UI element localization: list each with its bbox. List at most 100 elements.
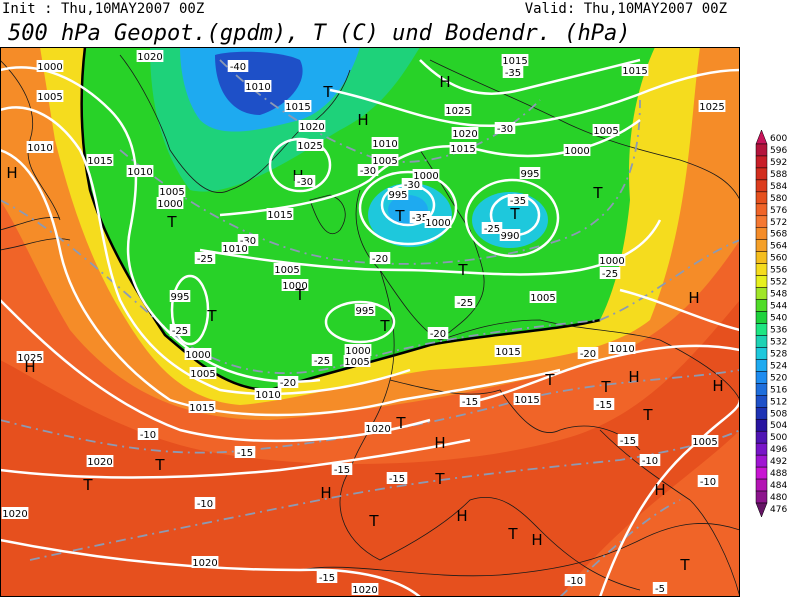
pressure-center: T (679, 556, 690, 574)
contour-label: 1000 (425, 218, 450, 229)
pressure-center: H (456, 507, 467, 525)
label-box (507, 194, 529, 206)
colorbar-label: 524 (770, 361, 787, 371)
map-title: 500 hPa Geopot.(gpdm), T (C) und Bodendr… (8, 21, 631, 46)
label-box (451, 127, 479, 139)
colorbar-label: 492 (770, 457, 787, 467)
colorbar-label: 540 (770, 314, 787, 324)
label-box (501, 54, 529, 66)
label-box (221, 242, 249, 254)
pressure-center: T (642, 406, 653, 424)
contour-label: -40 (230, 62, 246, 73)
pressure-center: T (394, 207, 405, 225)
label-box (564, 574, 586, 586)
label-box (617, 434, 639, 446)
colorbar-swatch (755, 155, 768, 169)
pressure-center: H (434, 434, 445, 452)
contour-label: -10 (140, 430, 156, 441)
colorbar-label: 528 (770, 349, 787, 359)
colorbar-label: 496 (770, 445, 787, 455)
colorbar-swatch (755, 323, 768, 336)
contour-label: -30 (297, 177, 313, 188)
contour-label: 1020 (87, 457, 112, 468)
contour-label: -15 (334, 465, 350, 476)
contour-label: -25 (197, 254, 213, 265)
contour-label: 1015 (87, 156, 112, 167)
colorbar-label: 596 (770, 146, 787, 156)
label-box (191, 556, 219, 568)
coastlines (0, 54, 740, 597)
contour-label: -20 (580, 349, 596, 360)
label-box (227, 60, 249, 72)
label-box (427, 327, 449, 339)
colorbar-arrow (755, 502, 768, 518)
label-box (284, 100, 312, 112)
colorbar-label: 564 (770, 242, 787, 252)
label-box (513, 393, 541, 405)
contour-label: 1020 (299, 122, 324, 133)
contour-label: 995 (170, 292, 189, 303)
colorbar-swatch (755, 263, 768, 276)
pressure-center: T (395, 414, 406, 432)
label-box (369, 252, 391, 264)
contour-label: 1025 (699, 102, 724, 113)
pressure-center: T (592, 184, 603, 202)
pressure-center: H (439, 73, 450, 91)
label-box (698, 100, 726, 112)
contour-label: -10 (197, 499, 213, 510)
label-box (454, 296, 476, 308)
label-box (16, 351, 44, 363)
label-box (691, 435, 719, 447)
pressure-center: T (82, 476, 93, 494)
label-box (277, 376, 299, 388)
contour-label: 1020 (137, 52, 162, 63)
label-box (36, 60, 64, 72)
contour-label: 1020 (352, 585, 377, 596)
label-box (354, 304, 376, 316)
label-box (494, 122, 516, 134)
label-box (598, 254, 626, 266)
label-box (194, 252, 216, 264)
isobars (0, 58, 740, 597)
label-box (371, 137, 399, 149)
label-box (386, 472, 408, 484)
colorbar-label: 504 (770, 421, 787, 431)
label-box (364, 422, 392, 434)
label-box (234, 446, 256, 458)
contour-label: -15 (596, 400, 612, 411)
label-box (136, 50, 164, 62)
contour-label: 1005 (190, 369, 215, 380)
contour-label: 1020 (365, 424, 390, 435)
label-box (639, 454, 661, 466)
pressure-center: T (368, 512, 379, 530)
pressure-center: T (434, 470, 445, 488)
contour-label: -30 (240, 236, 256, 247)
contour-label: 1015 (189, 403, 214, 414)
contour-label: 1005 (530, 293, 555, 304)
contour-label: -20 (280, 378, 296, 389)
label-box (599, 267, 621, 279)
colorbar-swatch (755, 371, 768, 384)
pressure-center: T (509, 205, 520, 223)
contour-label: 1010 (255, 390, 280, 401)
label-box (344, 344, 372, 356)
pressure-center: H (688, 289, 699, 307)
colorbar-label: 544 (770, 302, 787, 312)
colorbar-label: 580 (770, 194, 787, 204)
colorbar-label: 560 (770, 254, 787, 264)
label-box (621, 64, 649, 76)
pressure-center: T (322, 83, 333, 101)
colorbar-swatch (755, 418, 768, 432)
contour-label: 1000 (413, 171, 438, 182)
pressure-center: H (628, 368, 639, 386)
label-box (529, 291, 557, 303)
label-box (294, 175, 316, 187)
colorbar-swatch (755, 215, 768, 229)
colorbar-swatch (755, 275, 768, 288)
init-time: Init : Thu,10MAY2007 00Z (2, 1, 204, 17)
contour-label: 1000 (345, 346, 370, 357)
label-box (244, 80, 272, 92)
label-box (36, 90, 64, 102)
label-box (26, 141, 54, 153)
contour-label: -15 (462, 397, 478, 408)
